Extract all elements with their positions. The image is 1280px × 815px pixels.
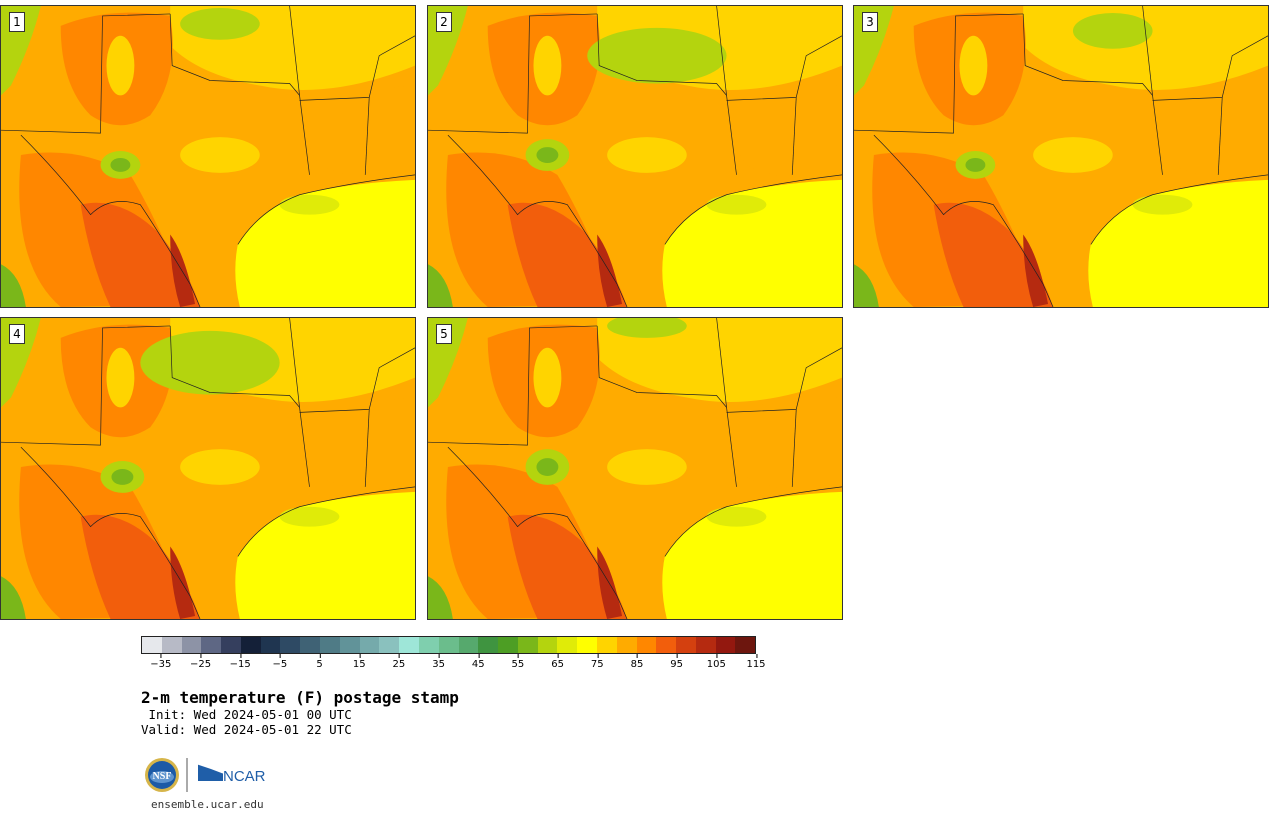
- valid-time: Valid: Wed 2024-05-01 22 UTC: [141, 722, 352, 737]
- colorbar-swatch: [557, 637, 578, 653]
- colorbar-tick-label: 55: [512, 654, 524, 670]
- colorbar-tick-label: 65: [551, 654, 564, 670]
- colorbar-tick-label: 5: [316, 654, 323, 670]
- member-label: 2: [436, 12, 452, 32]
- ncar-logo-icon: NCAR: [197, 763, 266, 785]
- colorbar-swatch: [161, 637, 182, 653]
- ensemble-member-map-4: 4: [0, 317, 416, 620]
- member-label: 3: [862, 12, 878, 32]
- website-link[interactable]: ensemble.ucar.edu: [151, 798, 264, 811]
- temperature-field: [854, 6, 1268, 307]
- colorbar-tick-label: 85: [631, 654, 643, 670]
- colorbar-swatch: [616, 637, 637, 653]
- nsf-logo-icon: NSF: [145, 758, 179, 792]
- ensemble-member-map-5: 5: [427, 317, 843, 620]
- colorbar-tick-label: 35: [432, 654, 445, 670]
- temperature-field: [1, 6, 415, 307]
- colorbar-swatch: [676, 637, 696, 653]
- colorbar-tick-label: 75: [591, 654, 604, 670]
- temperature-field: [428, 6, 842, 307]
- colorbar-swatch: [577, 637, 597, 653]
- plot-title: 2-m temperature (F) postage stamp: [141, 688, 459, 707]
- colorbar-tick-label: 15: [353, 654, 366, 670]
- colorbar-tick-label: −15: [230, 654, 251, 670]
- init-time: Init: Wed 2024-05-01 00 UTC: [141, 707, 352, 722]
- colorbar-swatch: [656, 637, 677, 653]
- colorbar-swatch: [379, 637, 400, 653]
- colorbar-tick-label: −35: [150, 654, 171, 670]
- colorbar-swatch: [300, 637, 321, 653]
- colorbar-swatch: [498, 637, 518, 653]
- member-label: 5: [436, 324, 452, 344]
- colorbar-swatch: [260, 637, 281, 653]
- colorbar-swatch: [715, 637, 736, 653]
- member-label: 1: [9, 12, 25, 32]
- colorbar-swatch: [359, 637, 380, 653]
- colorbar-swatch: [280, 637, 301, 653]
- colorbar-swatch: [596, 637, 617, 653]
- colorbar-swatch: [221, 637, 241, 653]
- colorbar-swatch: [418, 637, 439, 653]
- colorbar-swatch: [181, 637, 202, 653]
- nsf-ncar-logos: NSF NCAR: [145, 758, 266, 792]
- colorbar-tick-label: 115: [746, 654, 766, 670]
- colorbar-swatch: [537, 637, 558, 653]
- colorbar-tick-label: 45: [472, 654, 485, 670]
- ensemble-member-map-3: 3: [853, 5, 1269, 308]
- temperature-field: [1, 318, 415, 619]
- colorbar-tick-label: 95: [670, 654, 683, 670]
- colorbar-swatch: [240, 637, 261, 653]
- colorbar-swatch: [438, 637, 459, 653]
- temperature-colorbar: [141, 636, 756, 654]
- colorbar-swatch: [201, 637, 222, 653]
- colorbar-tick-label: −5: [272, 654, 287, 670]
- colorbar-swatch: [636, 637, 657, 653]
- colorbar-swatch: [517, 637, 538, 653]
- colorbar-swatch: [695, 637, 716, 653]
- colorbar-swatch: [339, 637, 360, 653]
- temperature-field: [428, 318, 842, 619]
- colorbar-swatch: [399, 637, 419, 653]
- nsf-logo-text: NSF: [153, 771, 172, 782]
- ensemble-member-map-1: 1: [0, 5, 416, 308]
- ncar-logo-text: NCAR: [223, 768, 266, 785]
- colorbar-swatch: [735, 637, 756, 653]
- colorbar-swatch: [142, 637, 162, 653]
- colorbar-swatch: [478, 637, 499, 653]
- ensemble-member-map-2: 2: [427, 5, 843, 308]
- member-label: 4: [9, 324, 25, 344]
- colorbar-swatch: [320, 637, 340, 653]
- colorbar-tick-label: 25: [393, 654, 405, 670]
- colorbar-tick-label: −25: [190, 654, 211, 670]
- colorbar-swatch: [458, 637, 479, 653]
- colorbar-ticks: −35 −25 −15 −5 5 15 25 35 45 55 65 75 85 95 105 115: [141, 654, 766, 672]
- colorbar-tick-label: 105: [707, 654, 726, 670]
